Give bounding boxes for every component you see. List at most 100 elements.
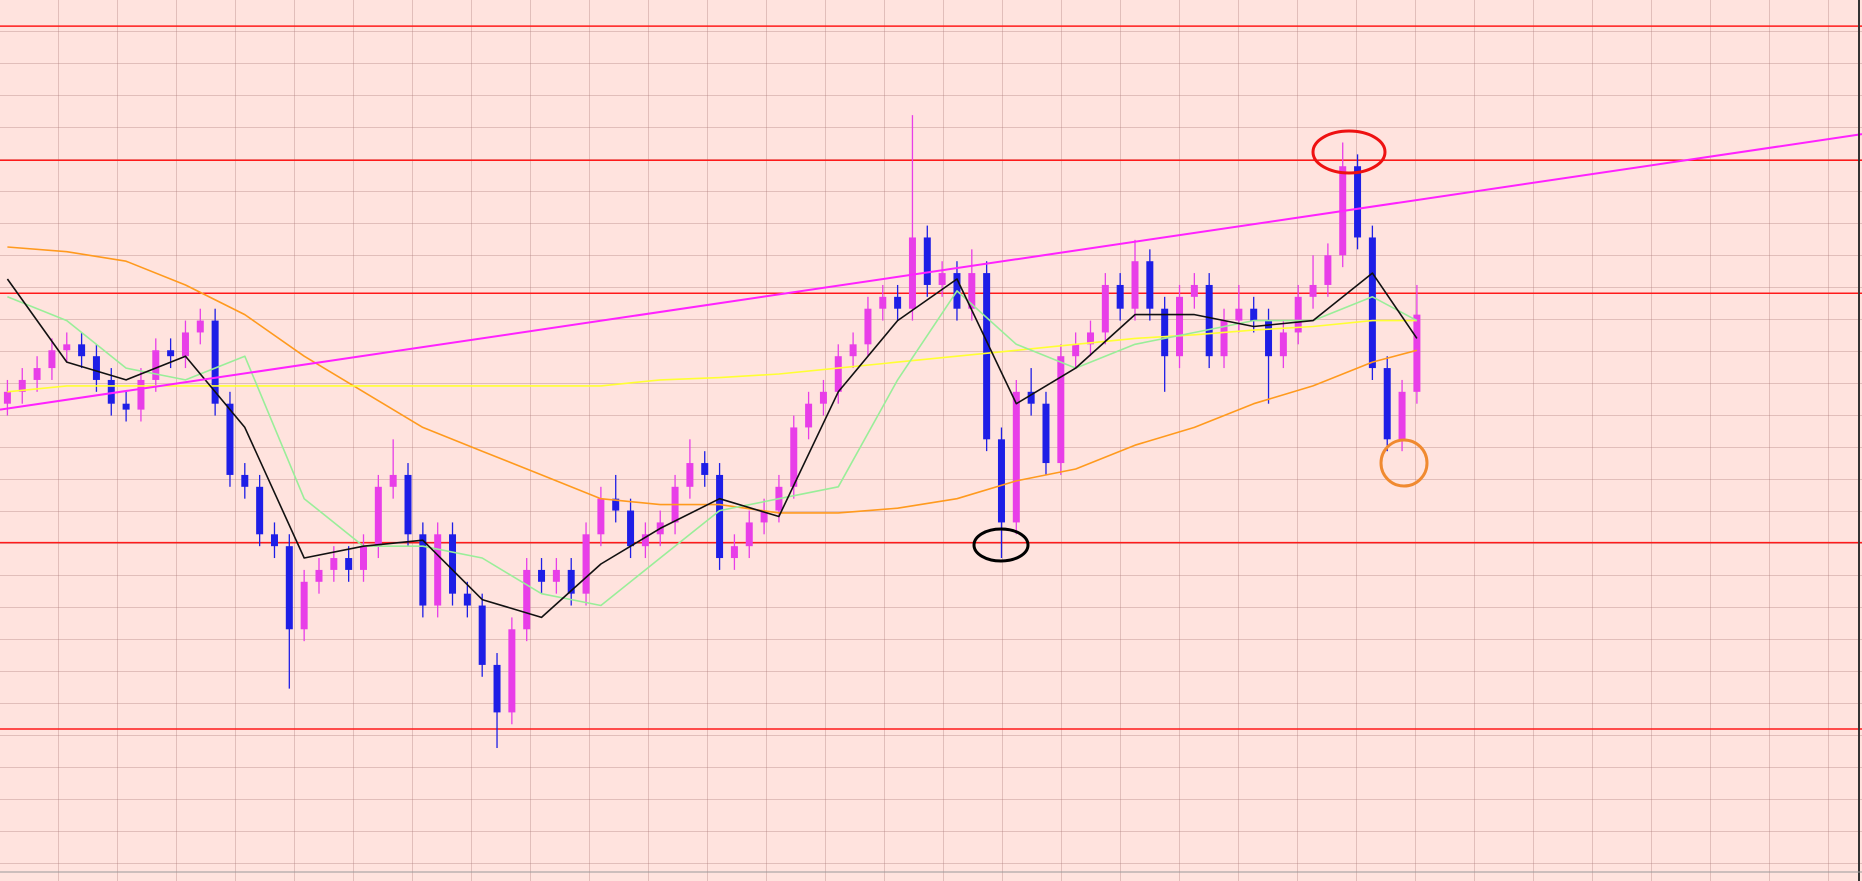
candle-body [1116, 284, 1124, 309]
moving-average [6, 272, 1418, 619]
candle-body [1027, 391, 1035, 404]
candle-body [805, 403, 813, 428]
candle-body [1250, 308, 1258, 321]
candle-body [597, 498, 605, 535]
candle-body [1398, 391, 1406, 440]
candle-body [256, 486, 264, 535]
moving-average [7, 290, 1418, 607]
candle-body [938, 273, 946, 285]
candle-body [48, 350, 56, 369]
candle-body [434, 534, 442, 606]
candle-body [1086, 332, 1094, 345]
candle-body [78, 344, 86, 357]
candle-body [730, 546, 738, 559]
moving-average [7, 319, 1417, 393]
candle-body [834, 356, 842, 392]
candle-body [1205, 284, 1213, 357]
candle-body [478, 605, 486, 665]
plot-area [0, 25, 1862, 749]
candle-body [849, 344, 857, 357]
candle-body [345, 558, 353, 570]
candle-body [493, 664, 501, 713]
annotation-circle [1379, 438, 1429, 488]
candle-body [1383, 368, 1391, 440]
candle-body [330, 558, 338, 570]
candle-body [997, 439, 1005, 523]
candle-body [1161, 308, 1169, 357]
candle-body [819, 391, 827, 404]
candle-body [923, 237, 931, 285]
candle-body [1279, 332, 1287, 357]
candle-body [404, 474, 412, 535]
candle-body [567, 569, 575, 594]
candle-body [508, 629, 516, 713]
candle-body [226, 403, 234, 475]
candle-body [152, 350, 160, 380]
candle-body [1176, 296, 1184, 357]
candle-body [285, 546, 293, 630]
candle-body [107, 379, 115, 404]
candle-body [760, 510, 768, 523]
candle-body [1146, 261, 1154, 309]
candle-body [196, 320, 204, 333]
candle-body [1294, 296, 1302, 333]
candle-body [1413, 314, 1421, 392]
candle-body [1309, 284, 1317, 297]
candle-body [1220, 320, 1228, 357]
candle-body [686, 463, 694, 487]
candle-body [92, 356, 100, 380]
candle-body [374, 486, 382, 547]
trendline [0, 133, 1862, 411]
candle-body [211, 320, 219, 404]
candle-body [315, 569, 323, 582]
candle-body [1042, 403, 1050, 464]
candle-body [3, 391, 11, 404]
candle-body [983, 273, 991, 440]
candle-body [1324, 255, 1332, 285]
candle-body [908, 237, 916, 309]
candle-body [1354, 166, 1362, 238]
candle-body [1057, 356, 1065, 464]
candle-body [790, 427, 798, 487]
candle-body [612, 498, 620, 511]
candle-body [523, 569, 531, 630]
candle-body [894, 296, 902, 309]
candle-body [18, 379, 26, 392]
candle-body [419, 534, 427, 606]
candle-body [122, 403, 130, 410]
annotation-circle [972, 527, 1030, 563]
candle-body [1265, 320, 1273, 357]
candle-body [63, 344, 71, 351]
candle-body [582, 534, 590, 594]
candle-body [879, 296, 887, 309]
candle-body [716, 474, 724, 559]
candle-body [538, 569, 546, 582]
candle-body [359, 546, 367, 570]
candle-body [864, 308, 872, 345]
candle-body [300, 581, 308, 630]
candle-body [745, 522, 753, 547]
candle-body [270, 534, 278, 547]
candle-body [181, 332, 189, 357]
candle-body [137, 379, 145, 410]
candle-body [241, 474, 249, 487]
candle-body [1368, 237, 1376, 369]
candle-body [33, 368, 41, 380]
candle-body [1012, 391, 1020, 523]
moving-average [7, 246, 1418, 514]
candle-body [968, 273, 976, 309]
candle-body [1131, 261, 1139, 309]
candle-body [701, 463, 709, 475]
candle-body [167, 350, 175, 357]
candle-body [1101, 284, 1109, 333]
candle-body [1072, 344, 1080, 357]
candle-body [1235, 308, 1243, 321]
candle-body [641, 534, 649, 547]
candle-body [463, 593, 471, 606]
candle-body [552, 569, 560, 582]
candle-body [389, 474, 397, 487]
candle-body [449, 534, 457, 594]
candle-body [627, 510, 635, 547]
